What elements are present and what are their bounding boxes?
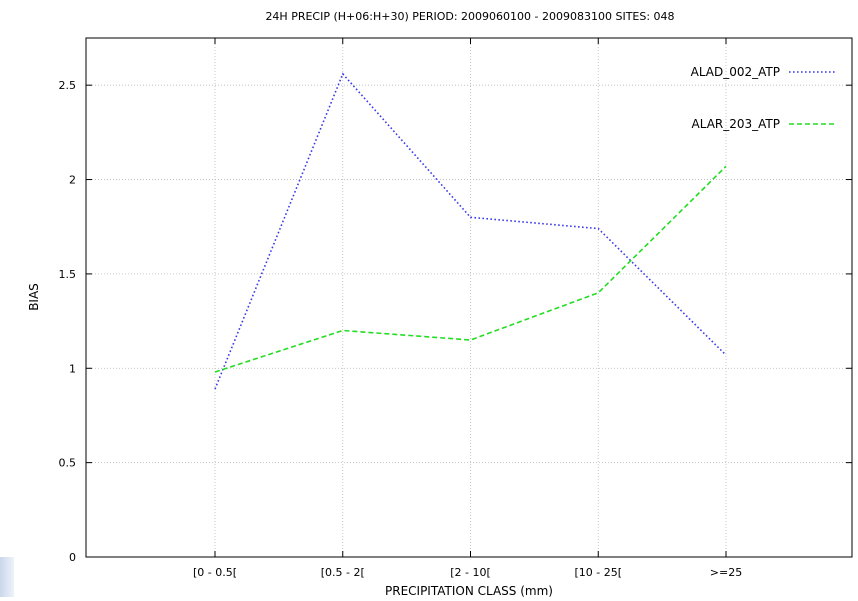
x-axis-label: PRECIPITATION CLASS (mm) xyxy=(385,584,553,597)
y-tick-label: 2 xyxy=(69,174,76,187)
y-axis-ticks: 0 0.5 1 1.5 2 2.5 xyxy=(59,79,853,564)
plot-area-frame xyxy=(86,38,852,557)
y-tick-label: 0 xyxy=(69,551,76,564)
x-tick-label: >=25 xyxy=(710,566,742,579)
x-tick-label: [0 - 0.5[ xyxy=(193,566,237,579)
y-tick-label: 2.5 xyxy=(59,79,77,92)
legend-label: ALAR_203_ATP xyxy=(692,117,780,131)
x-tick-label: [2 - 10[ xyxy=(450,566,491,579)
grid-lines xyxy=(86,38,852,557)
y-tick-label: 1.5 xyxy=(59,268,77,281)
y-tick-label: 0.5 xyxy=(59,457,77,470)
legend: ALAD_002_ATP ALAR_203_ATP xyxy=(691,65,835,131)
y-tick-label: 1 xyxy=(69,362,76,375)
window-corner-decoration xyxy=(0,557,14,597)
chart-title: 24H PRECIP (H+06:H+30) PERIOD: 200906010… xyxy=(265,10,674,23)
x-axis-ticks: [0 - 0.5[ [0.5 - 2[ [2 - 10[ [10 - 25[ >=25 xyxy=(193,38,742,579)
x-tick-label: [10 - 25[ xyxy=(574,566,622,579)
x-tick-label: [0.5 - 2[ xyxy=(321,566,365,579)
legend-label: ALAD_002_ATP xyxy=(691,65,780,79)
y-axis-label: BIAS xyxy=(27,283,41,311)
